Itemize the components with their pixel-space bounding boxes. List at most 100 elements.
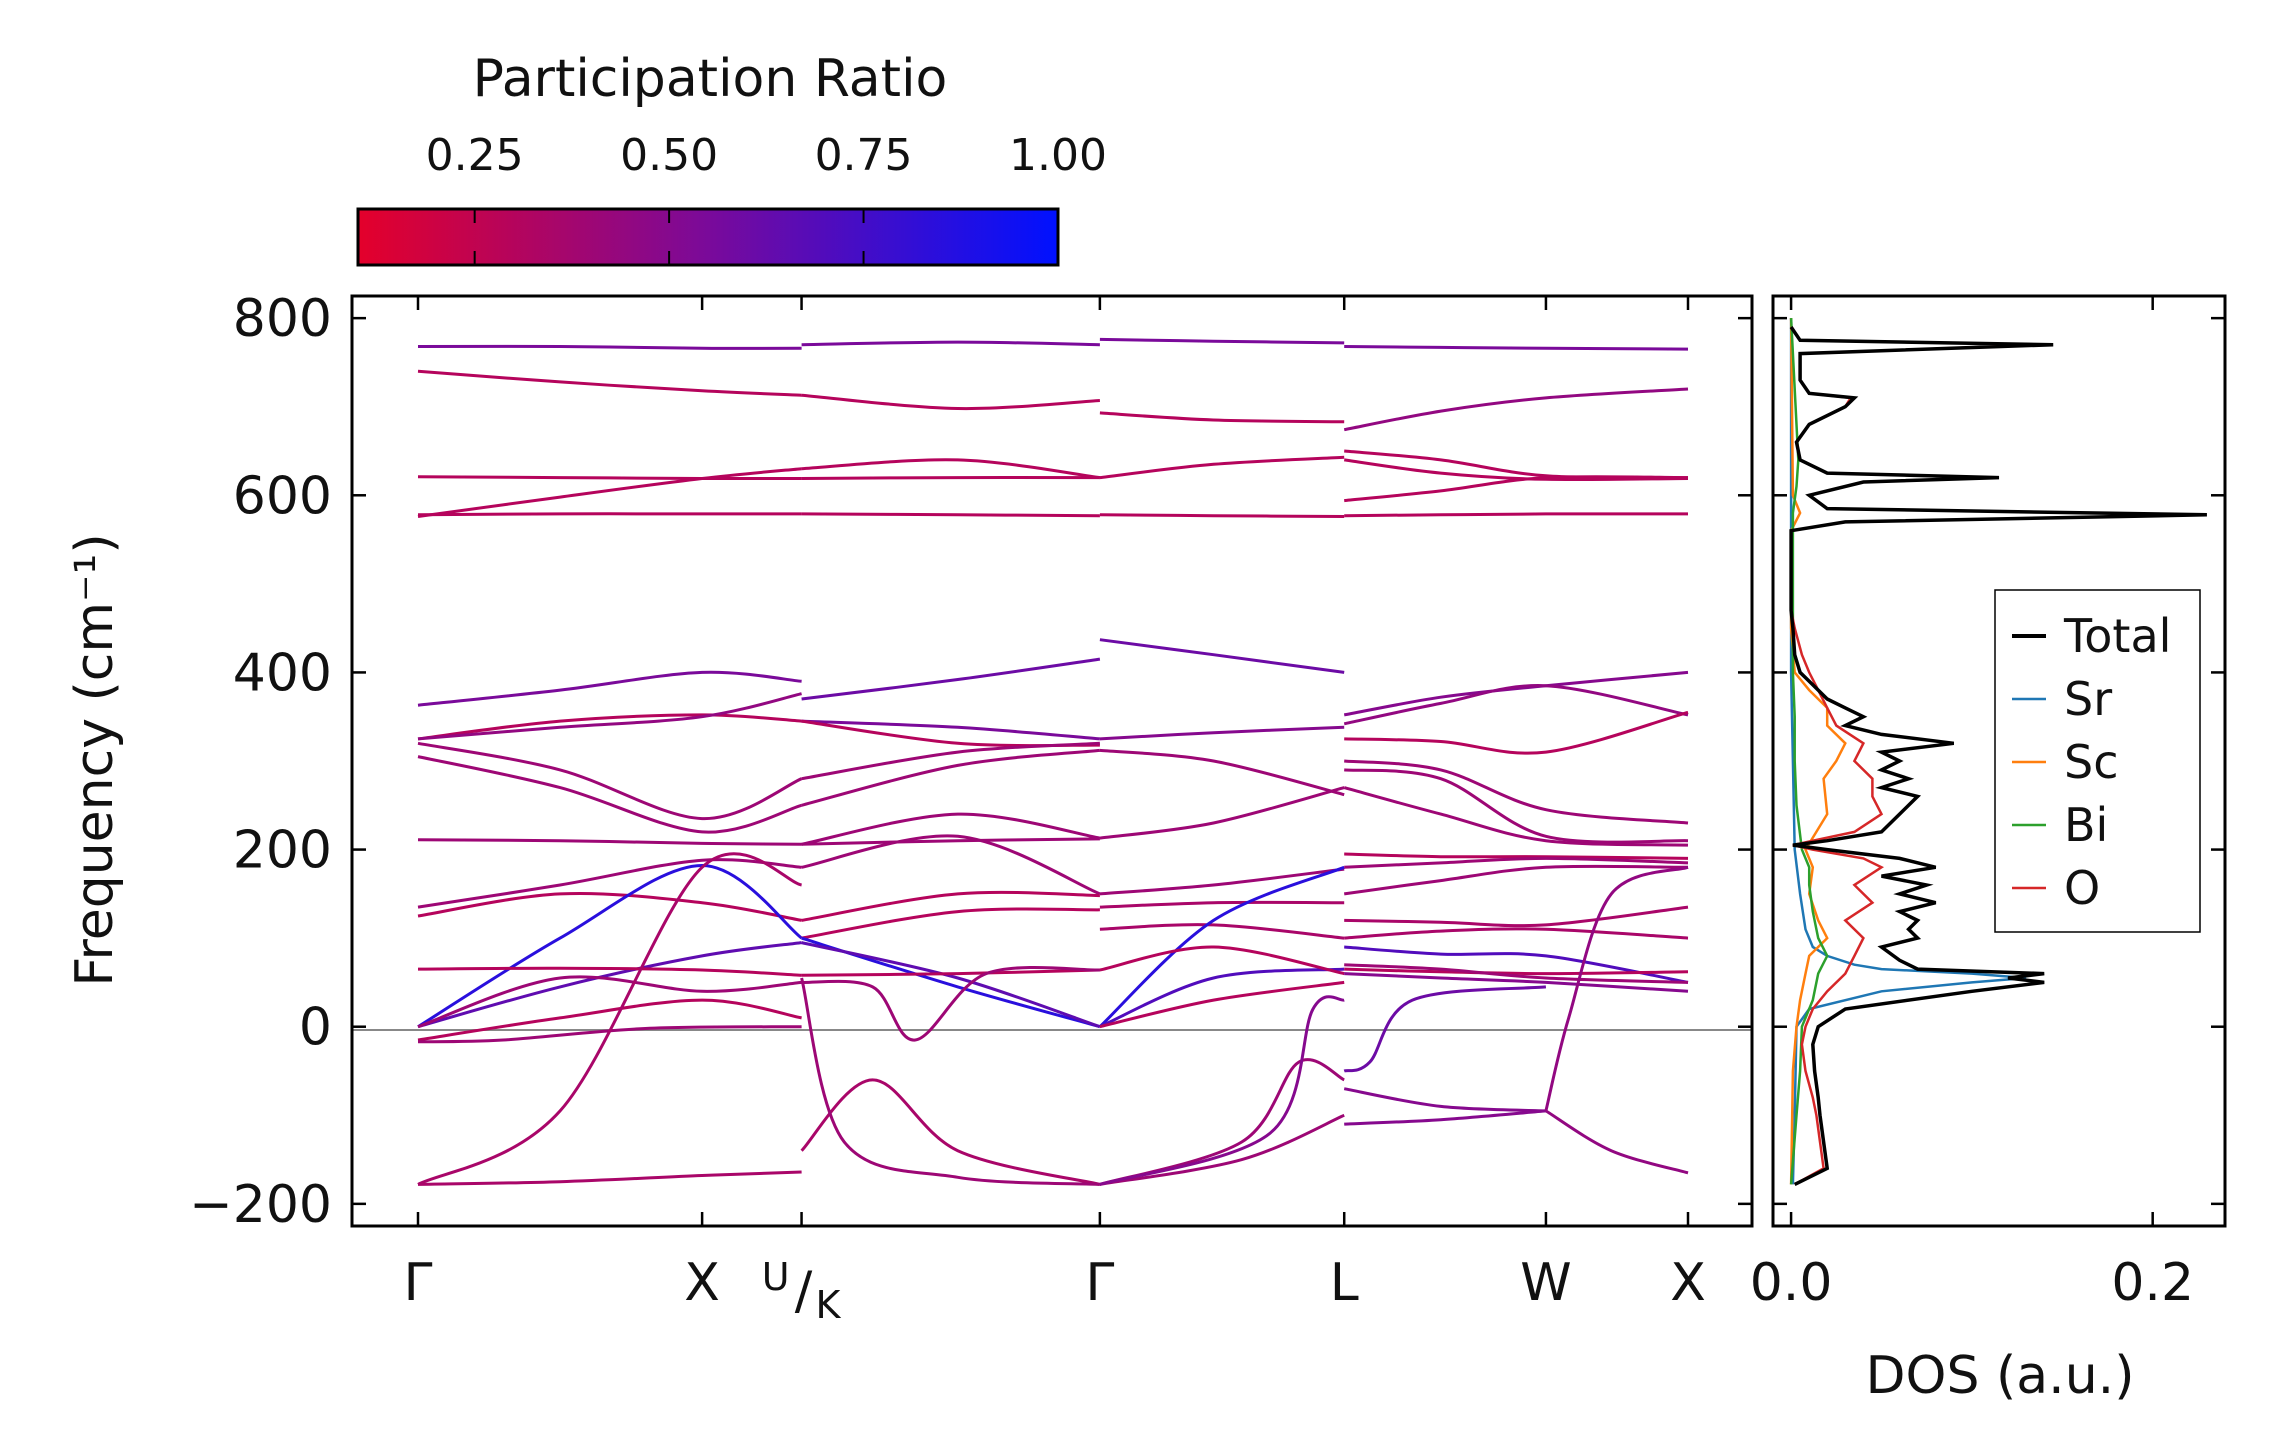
phonon-band — [1343, 387, 1689, 432]
x-tick-label: L — [1330, 1253, 1359, 1313]
y-tick-label: −200 — [189, 1175, 332, 1235]
phonon-band — [801, 834, 1101, 896]
phonon-band — [417, 998, 802, 1042]
phonon-band — [801, 907, 1100, 940]
phonon-band — [801, 741, 1100, 781]
phonon-band — [1344, 852, 1689, 860]
legend-label-bi: Bi — [2064, 798, 2108, 852]
x-tick-label: Γ — [1085, 1253, 1114, 1313]
phonon-band — [801, 941, 1101, 1029]
phonon-band — [1099, 1113, 1345, 1186]
phonon-band — [417, 741, 803, 821]
x-axis-label-dos: DOS (a.u.) — [1866, 1346, 2135, 1406]
phonon-band — [1099, 725, 1345, 741]
phonon-band — [1344, 449, 1689, 480]
phonon-band — [417, 692, 802, 741]
colorbar-tick-label: 0.75 — [815, 130, 913, 181]
phonon-band — [801, 748, 1101, 807]
x-tick-label: X — [1670, 1253, 1706, 1313]
phonon-band — [417, 975, 802, 1029]
colorbar: Participation Ratio 0.25 0.50 0.75 1.00 — [356, 49, 1107, 267]
phonon-band — [1344, 967, 1689, 976]
phonon-band — [1344, 972, 1689, 993]
phonon-band — [1099, 513, 1345, 518]
phonon-band — [1343, 684, 1689, 726]
phonon-band — [417, 858, 802, 909]
phonon-band — [1343, 458, 1689, 482]
phonon-band — [801, 968, 1100, 977]
phonon-band — [1344, 345, 1689, 351]
phonon-band — [801, 966, 1100, 1042]
phonon-band — [1545, 1109, 1689, 1175]
phonon-band — [417, 941, 802, 1029]
phonon-band — [1098, 865, 1345, 1028]
phonon-band — [417, 512, 802, 517]
x-tick-label: U — [762, 1255, 790, 1299]
x-tick-separator: / — [795, 1261, 813, 1321]
legend-label-sr: Sr — [2064, 672, 2112, 726]
phonon-band — [800, 977, 1100, 1186]
legend-label-total: Total — [2063, 609, 2171, 663]
legend: Total Sr Sc Bi O — [1994, 589, 2201, 933]
dos-line-bi — [1789, 318, 1829, 1185]
phonon-band — [1099, 945, 1345, 976]
phonon-band — [417, 1170, 802, 1186]
phonon-band — [1344, 768, 1689, 844]
dos-line-total — [1789, 326, 2207, 1186]
x-tick-label: W — [1520, 1253, 1571, 1313]
colorbar-tick-label: 0.50 — [620, 130, 718, 181]
phonon-band — [1344, 905, 1689, 928]
phonon-band — [1344, 963, 1689, 984]
y-tick-label: 400 — [233, 643, 332, 703]
y-axis-label: Frequency (cm⁻¹) — [65, 533, 125, 986]
phonon-band — [1099, 786, 1345, 840]
phonon-band — [417, 891, 802, 922]
phonon-band — [417, 755, 803, 834]
x-tick-label: K — [816, 1283, 842, 1327]
phonon-band — [417, 467, 802, 518]
phonon-band — [801, 719, 1100, 748]
phonon-band — [801, 340, 1100, 347]
phonon-band — [1344, 856, 1689, 869]
x-tick-label: X — [684, 1253, 720, 1313]
phonon-band — [1099, 967, 1345, 1029]
phonon-band — [1099, 337, 1345, 345]
dos-panel: 0.0 0.2 DOS (a.u.) Total Sr Sc Bi O — [1750, 294, 2227, 1406]
phonon-band — [800, 1078, 1101, 1186]
phonon-band — [1344, 512, 1689, 518]
phonon-band — [417, 713, 802, 741]
colorbar-gradient — [356, 207, 1060, 267]
phonon-band — [1099, 995, 1345, 1186]
y-tick-label: 0 — [299, 998, 332, 1058]
phonon-band — [417, 670, 802, 707]
phonon-band — [417, 852, 803, 1186]
band-axes-frame — [350, 294, 1754, 1228]
phonon-band — [1099, 980, 1345, 1029]
phonon-band — [1099, 748, 1345, 797]
colorbar-label: Participation Ratio — [473, 49, 948, 109]
phonon-band — [417, 966, 802, 977]
dos-line-sr — [1789, 318, 2027, 1185]
dos-x-tick-label: 0.2 — [2111, 1253, 2194, 1313]
phonon-band — [417, 344, 802, 350]
phonon-band — [1099, 455, 1345, 480]
dos-axes-frame — [1771, 294, 2227, 1228]
dos-x-tick-label: 0.0 — [1750, 1253, 1833, 1313]
phonon-band — [1343, 670, 1689, 717]
phonon-band — [1099, 900, 1345, 909]
phonon-band — [417, 369, 802, 397]
phonon-band — [801, 476, 1100, 480]
colorbar-tick-label: 0.25 — [426, 130, 524, 181]
phonon-band — [1344, 927, 1689, 940]
legend-label-sc: Sc — [2064, 735, 2119, 789]
phonon-band — [1343, 1087, 1546, 1113]
y-tick-label: 800 — [233, 289, 332, 349]
phonon-band — [801, 393, 1100, 411]
legend-label-o: O — [2064, 861, 2100, 915]
phonon-band — [801, 657, 1101, 701]
phonon-band — [417, 475, 802, 481]
phonon-band — [1099, 867, 1345, 896]
phonon-band — [1344, 475, 1689, 503]
colorbar-tick-label: 1.00 — [1009, 130, 1107, 181]
